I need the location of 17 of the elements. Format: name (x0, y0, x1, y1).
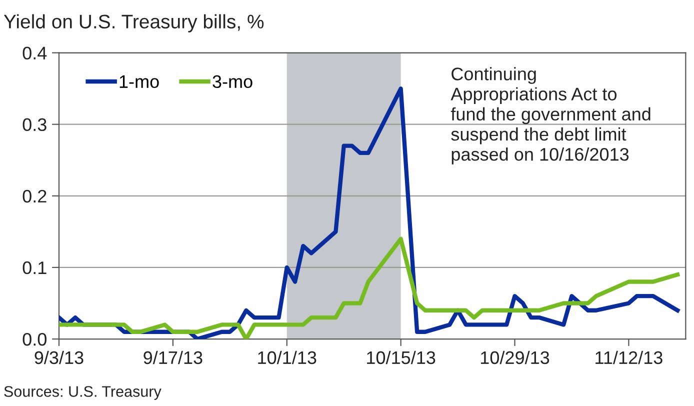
y-tick-label: 0.2 (22, 190, 46, 203)
y-tick-label: 0.4 (22, 46, 47, 60)
chart-title: Yield on U.S. Treasury bills, % (4, 14, 264, 32)
legend-label: 1-mo (120, 75, 159, 88)
source-note: Sources: U.S. Treasury (4, 386, 162, 400)
x-tick-label: 9/3/13 (34, 350, 84, 364)
x-tick-label: 10/15/13 (367, 350, 436, 364)
x-tick-label: 9/17/13 (144, 350, 202, 364)
x-tick-label: 10/29/13 (481, 350, 550, 364)
y-tick-label: 0.3 (22, 118, 46, 132)
legend-label: 3-mo (212, 75, 252, 88)
line-series (58, 236, 680, 340)
y-tick-label: 0.0 (22, 332, 46, 346)
y-tick-label: 0.1 (22, 261, 46, 274)
x-tick-label: 10/1/13 (258, 350, 316, 364)
annotation: Continuing Appropriations Act to fund the government and suspend the debt limit passed on 10/16/2013 (450, 67, 650, 164)
x-tick-label: 11/12/13 (596, 350, 662, 364)
